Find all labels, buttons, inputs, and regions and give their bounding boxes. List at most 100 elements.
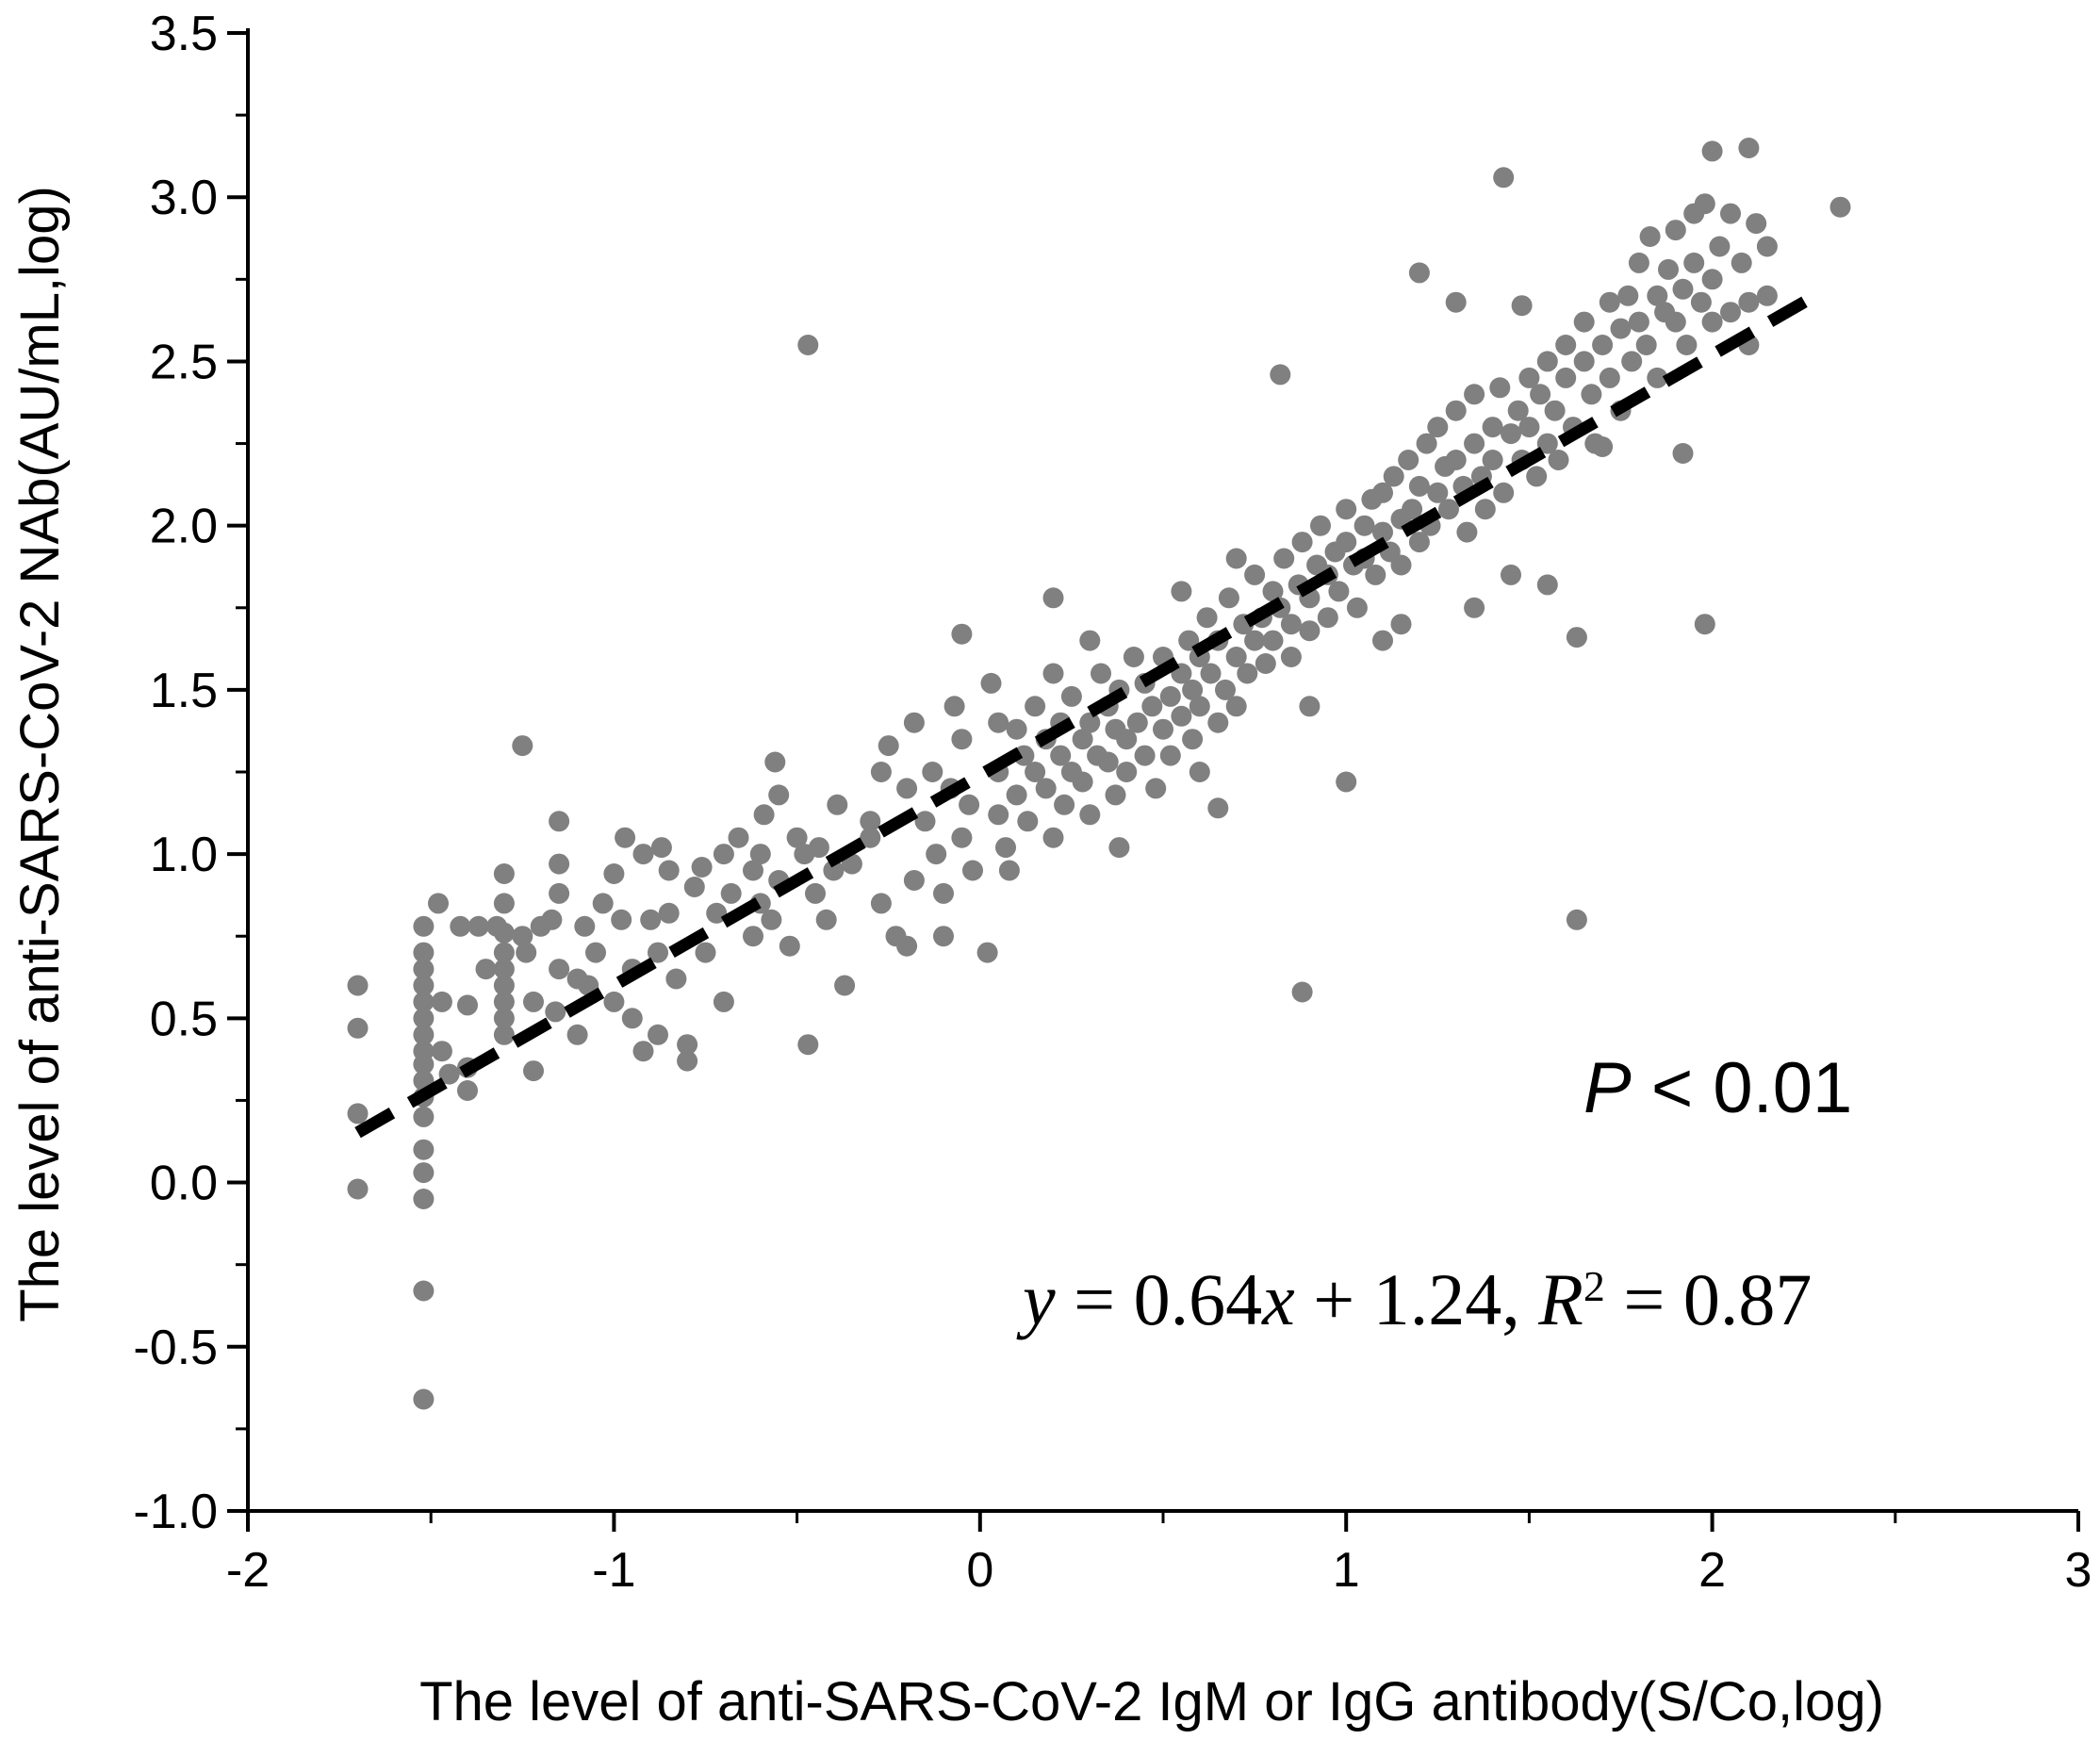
data-point: [1482, 450, 1503, 470]
data-point: [1464, 597, 1485, 618]
data-point: [431, 991, 452, 1012]
data-point: [632, 844, 654, 865]
data-point: [1072, 771, 1093, 793]
data-point: [493, 1024, 515, 1045]
data-point: [413, 1388, 435, 1410]
data-point: [1482, 417, 1503, 438]
data-point: [903, 870, 925, 891]
eq-r: R: [1537, 1258, 1583, 1340]
data-point: [493, 942, 515, 963]
y-tick-labels: -1.0 -0.5 0.0 0.5 1.0 1.5 2.0 2.5 3.0 3.5: [133, 7, 218, 1539]
data-point: [413, 959, 435, 980]
y-tick-label: 1.5: [150, 664, 218, 718]
data-point: [962, 860, 983, 881]
data-point: [951, 729, 973, 750]
data-point: [1336, 532, 1357, 553]
data-point: [834, 975, 856, 996]
data-point: [1427, 417, 1449, 438]
data-point: [493, 959, 515, 980]
data-point: [976, 942, 998, 963]
data-point: [1635, 335, 1657, 355]
data-point: [764, 751, 786, 773]
data-point: [959, 794, 980, 815]
data-point: [1035, 778, 1057, 799]
data-point: [1731, 252, 1752, 273]
y-tick-label: 0.5: [150, 992, 218, 1046]
data-point: [1592, 436, 1614, 457]
data-point: [1489, 377, 1511, 399]
data-point: [1746, 213, 1767, 235]
data-point: [413, 1280, 435, 1302]
data-point: [1518, 417, 1540, 438]
data-point: [1354, 515, 1375, 536]
data-point: [743, 926, 763, 947]
data-point: [1372, 521, 1393, 543]
data-point: [512, 926, 533, 947]
data-point: [413, 1139, 435, 1160]
data-point: [1372, 482, 1393, 503]
data-point: [1617, 285, 1639, 306]
p-value-annotation: P < 0.01: [1583, 1048, 1852, 1128]
data-point: [1555, 367, 1577, 388]
data-point: [786, 827, 808, 848]
data-point: [493, 1008, 515, 1029]
data-point: [943, 696, 965, 717]
data-point: [1207, 797, 1229, 819]
data-point: [1079, 630, 1101, 651]
data-point: [1507, 400, 1529, 421]
data-point: [1665, 311, 1686, 333]
x-tick-label: 2: [1698, 1543, 1726, 1598]
y-tick-label: -0.5: [133, 1321, 218, 1375]
data-point: [1408, 475, 1430, 497]
data-point: [1171, 705, 1192, 727]
data-point: [1270, 364, 1291, 386]
data-point: [650, 837, 672, 859]
data-point: [475, 959, 497, 980]
data-point: [896, 778, 918, 799]
data-point: [1573, 311, 1595, 333]
data-point: [1555, 335, 1577, 355]
data-point: [1244, 564, 1266, 585]
data-point: [1548, 450, 1569, 470]
data-point: [998, 860, 1020, 881]
data-point: [1244, 630, 1266, 651]
data-point: [457, 994, 478, 1016]
data-point: [933, 882, 954, 904]
eq-superscript: 2: [1583, 1262, 1605, 1310]
axes: [227, 28, 2080, 1532]
data-point: [1336, 499, 1357, 520]
y-tick-label: 3.0: [150, 171, 218, 225]
data-point: [995, 837, 1016, 859]
data-point: [1738, 138, 1760, 158]
data-point: [720, 882, 742, 904]
data-point: [1237, 663, 1258, 684]
data-point: [1072, 729, 1093, 750]
data-point: [413, 1024, 435, 1045]
data-point: [516, 942, 537, 963]
data-point: [1628, 311, 1649, 333]
data-point: [549, 853, 570, 875]
data-point: [1225, 548, 1247, 569]
data-point: [1346, 597, 1368, 618]
data-point: [413, 991, 435, 1012]
data-point: [347, 1178, 369, 1200]
data-point: [1050, 745, 1072, 766]
x-tick-labels: -2 -1 0 1 2 3: [226, 1543, 2092, 1598]
data-point: [1159, 745, 1181, 766]
data-point: [1291, 532, 1313, 553]
data-point: [413, 975, 435, 996]
data-point: [1134, 745, 1156, 766]
x-tick-label: 3: [2065, 1543, 2092, 1598]
data-point: [523, 1060, 544, 1082]
data-point: [1091, 663, 1111, 684]
data-point: [1628, 252, 1649, 273]
data-point: [1182, 679, 1204, 700]
data-point: [1530, 384, 1551, 405]
data-point: [1097, 751, 1119, 773]
data-point: [860, 827, 881, 848]
data-point: [347, 1017, 369, 1039]
scatter-points: [347, 138, 1851, 1410]
data-point: [1182, 729, 1204, 750]
data-point: [1536, 574, 1558, 596]
data-point: [493, 975, 515, 996]
